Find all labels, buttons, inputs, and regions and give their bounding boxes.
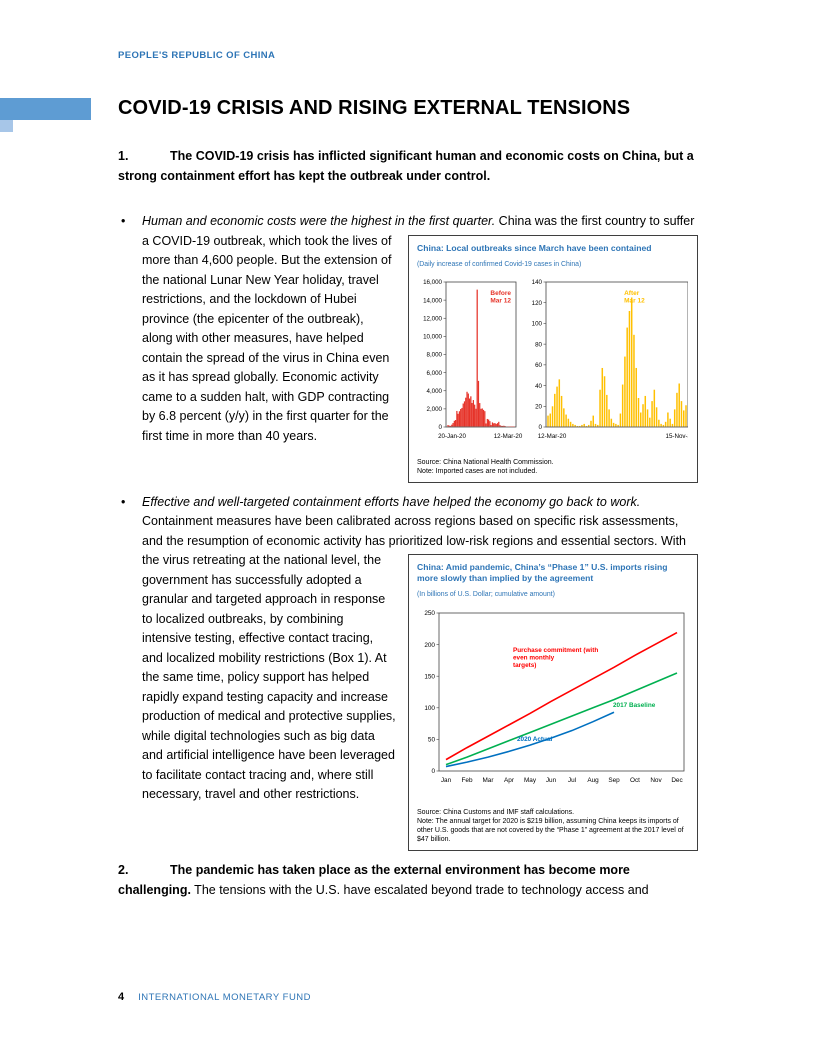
svg-text:Feb: Feb: [461, 777, 472, 784]
svg-text:12-Mar-20: 12-Mar-20: [538, 433, 567, 440]
bullet-marker: •: [121, 494, 126, 509]
svg-text:0: 0: [539, 424, 543, 431]
chart-2-title: China: Amid pandemic, China’s “Phase 1” …: [417, 562, 668, 583]
bullet-2-text-before: Containment measures have been calibrate…: [142, 514, 679, 548]
svg-text:15-Nov-20: 15-Nov-20: [666, 433, 688, 440]
svg-text:0: 0: [431, 768, 435, 775]
svg-text:Apr: Apr: [504, 777, 515, 784]
bullet-2-text-after: essential sectors. With the virus retrea…: [142, 533, 686, 802]
bullet-2-lead: Effective and well-targeted containment …: [142, 494, 641, 509]
page-footer: 4 INTERNATIONAL MONETARY FUND: [118, 991, 311, 1003]
chart-local-outbreaks: China: Local outbreaks since March have …: [408, 234, 698, 483]
document-header: PEOPLE'S REPUBLIC OF CHINA: [118, 50, 276, 61]
paragraph-1-number: 1.: [118, 149, 129, 163]
svg-text:8,000: 8,000: [427, 352, 443, 359]
svg-text:200: 200: [424, 641, 435, 648]
paragraph-1: 1. The COVID-19 crisis has inflicted sign…: [118, 147, 698, 186]
paragraph-2-text: The tensions with the U.S. have escalate…: [190, 882, 649, 897]
svg-text:Nov: Nov: [650, 777, 662, 784]
svg-text:12,000: 12,000: [423, 315, 442, 322]
svg-text:14,000: 14,000: [423, 297, 442, 304]
svg-text:60: 60: [535, 362, 542, 369]
svg-text:May: May: [524, 777, 537, 784]
svg-text:Jan: Jan: [441, 777, 452, 784]
bullet-1-lead: Human and economic costs were the highes…: [142, 214, 496, 228]
title-accent-bar: [0, 98, 91, 120]
chart-phase1-imports: China: Amid pandemic, China’s “Phase 1” …: [408, 554, 698, 851]
svg-text:100: 100: [532, 321, 543, 328]
svg-text:10,000: 10,000: [423, 334, 442, 341]
svg-text:140: 140: [532, 279, 543, 286]
svg-text:4,000: 4,000: [427, 388, 443, 395]
page-title: COVID-19 CRISIS AND RISING EXTERNAL TENS…: [118, 97, 631, 119]
svg-text:20-Jan-20: 20-Jan-20: [438, 433, 466, 440]
svg-text:100: 100: [424, 705, 435, 712]
svg-text:Jun: Jun: [546, 777, 557, 784]
footer-text: INTERNATIONAL MONETARY FUND: [138, 992, 312, 1003]
svg-text:2020 Actual: 2020 Actual: [517, 736, 553, 743]
document-page: PEOPLE'S REPUBLIC OF CHINA COVID-19 CRIS…: [0, 0, 698, 900]
chart-2-source: Source: China Customs and IMF staff calc…: [417, 809, 575, 816]
svg-text:150: 150: [424, 673, 435, 680]
svg-text:40: 40: [535, 383, 542, 390]
svg-text:250: 250: [424, 610, 435, 617]
paragraph-1-text: The COVID-19 crisis has inflicted signif…: [118, 149, 694, 183]
svg-text:Aug: Aug: [587, 777, 599, 784]
title-accent-stub: [0, 120, 13, 132]
svg-text:Jul: Jul: [568, 777, 576, 784]
paragraph-2: 2. The pandemic has taken place as the ex…: [118, 861, 698, 900]
svg-text:120: 120: [532, 300, 543, 307]
chart-1-title: China: Local outbreaks since March have …: [417, 242, 652, 253]
svg-text:80: 80: [535, 341, 542, 348]
chart-2-canvas: 0 50 100 150 200 250 Jan Feb Mar Apr May Jun Jul Aug S…: [417, 608, 689, 807]
bullet-marker: •: [121, 214, 126, 228]
svg-text:12-Mar-20: 12-Mar-20: [494, 433, 523, 440]
svg-text:20: 20: [535, 403, 542, 410]
page-number: 4: [118, 991, 125, 1003]
chart-2-subtitle: (In billions of U.S. Dollar; cumulative …: [417, 591, 555, 598]
bullet-list: • Human and economic costs were the highe…: [118, 212, 698, 851]
bullet-item-costs: • Human and economic costs were the highe…: [118, 212, 698, 483]
title-row: COVID-19 CRISIS AND RISING EXTERNAL TENS…: [0, 95, 698, 132]
chart-1-source: Source: China National Health Commission…: [417, 458, 554, 466]
chart-1-canvas: 0 2,000 4,000 6,000 8,000 10,000 12,000 14,000 1…: [417, 277, 695, 456]
paragraph-2-bold: The pandemic has taken place as the exte…: [118, 863, 630, 897]
svg-text:Mar: Mar: [482, 777, 494, 784]
svg-text:Dec: Dec: [671, 777, 683, 784]
bullet-1-text-before: China was the first country to: [495, 214, 664, 228]
chart-1-note: Note: Imported cases are not included.: [417, 467, 538, 475]
svg-text:2,000: 2,000: [427, 406, 443, 413]
bullet-item-containment: • Effective and well-targeted containment…: [118, 493, 698, 851]
svg-text:Sep: Sep: [608, 777, 620, 784]
svg-text:6,000: 6,000: [427, 370, 443, 377]
svg-text:2017 Baseline: 2017 Baseline: [613, 702, 656, 709]
svg-text:0: 0: [439, 424, 443, 431]
svg-text:16,000: 16,000: [423, 279, 442, 286]
paragraph-2-number: 2.: [118, 863, 129, 877]
chart-2-note: Note: The annual target for 2020 is $219…: [417, 818, 684, 843]
chart-1-subtitle: (Daily increase of confirmed Covid-19 ca…: [417, 260, 582, 268]
svg-text:50: 50: [428, 736, 436, 743]
svg-text:Oct: Oct: [630, 777, 640, 784]
bullet-1-text-after: suffer a COVID-19 outbreak, which took t…: [142, 214, 695, 443]
